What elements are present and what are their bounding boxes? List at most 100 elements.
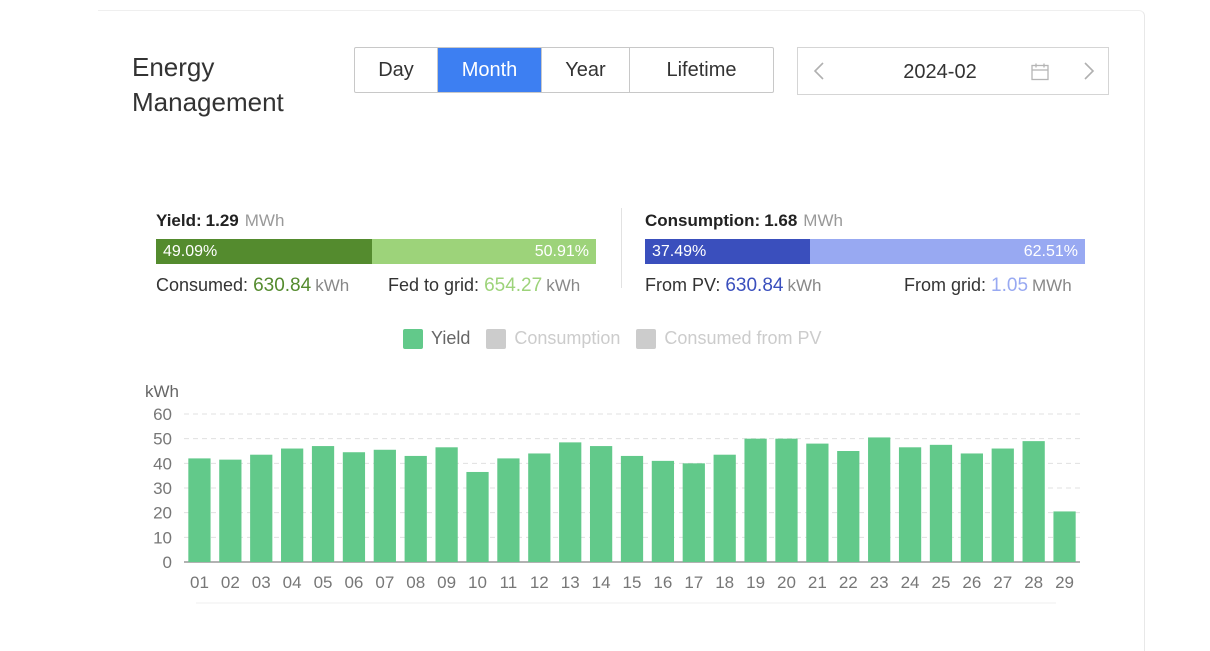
bar-05 [311,446,335,562]
x-tick-label: 06 [344,573,363,592]
yield-consumed-label: Consumed: [156,275,249,295]
legend-swatch [636,328,657,349]
bar-14 [589,446,613,562]
consumption-pv-value: 630.84 [725,275,784,296]
bar-17 [682,463,705,562]
bar-19 [744,438,767,562]
legend-label: Consumption [514,328,621,348]
x-tick-label: 17 [684,573,703,592]
tab-day[interactable]: Day [355,48,438,92]
divider [621,208,622,288]
page-title: Energy Management [132,52,284,117]
bar-25 [929,444,953,562]
bar-04 [281,448,304,562]
date-picker[interactable]: 2024-02 [797,47,1109,95]
yield-consumed-value: 630.84 [253,275,312,296]
y-tick-label: 20 [153,504,172,523]
y-axis-label: kWh [145,382,179,401]
bar-26 [960,453,983,562]
bar-12 [528,453,551,562]
consumption-label: Consumption: [645,211,761,230]
bar-01 [188,458,211,562]
consumption-pv-segment: 37.49% [645,239,810,264]
consumption-stat: Consumption: 1.68 MWh [645,211,843,231]
bar-11 [497,458,520,562]
legend-item-consumption[interactable]: Consumption [486,328,620,349]
legend-item-yield[interactable]: Yield [403,328,470,349]
yield-consumed-unit: kWh [315,276,350,295]
bar-13 [559,442,582,562]
x-tick-label: 08 [406,573,425,592]
legend-item-consumed-from-pv[interactable]: Consumed from PV [636,328,821,349]
consumption-grid-unit: MWh [1032,276,1072,295]
x-tick-label: 22 [839,573,858,592]
x-tick-label: 23 [870,573,889,592]
y-tick-label: 30 [153,479,172,498]
x-tick-label: 11 [500,573,518,592]
consumption-pv-unit: kWh [787,276,822,295]
consumption-grid-segment: 62.51% [809,239,1085,264]
card-panel [98,10,1145,651]
yield-bar-chart: kWh 0 10 20 30 40 50 60 01 02 03 04 05 06 07 08 09 10 11 12… [145,382,1080,604]
tab-year[interactable]: Year [542,48,630,92]
x-tick-label: 18 [715,573,734,592]
yield-fed-label: Fed to grid: [388,275,480,295]
y-tick-label: 10 [153,528,172,547]
x-tick-label: 29 [1055,573,1074,592]
bar-28 [1022,441,1045,562]
x-tick-label: 27 [993,573,1012,592]
legend-swatch [486,328,507,349]
bar-07 [373,449,396,562]
bar-23 [868,437,891,562]
x-tick-label: 10 [468,573,487,592]
bar-06 [342,452,366,562]
yield-fed: Fed to grid: 654.27 kWh [388,275,580,297]
bar-10 [466,471,489,562]
consumption-grid-label: From grid: [904,275,987,295]
tab-lifetime[interactable]: Lifetime [666,58,737,81]
consumption-grid-value: 1.05 [991,275,1029,296]
x-tick-label: 05 [314,573,333,592]
chevron-right-icon[interactable] [1080,60,1098,82]
x-tick-label: 07 [375,573,394,592]
x-tick-label: 24 [901,573,920,592]
yield-fed-segment: 50.91% [371,239,596,264]
chart-legend: Yield Consumption Consumed from PV [403,328,821,349]
consumption-pv-label: From PV: [645,275,721,295]
x-tick-label: 20 [777,573,796,592]
y-tick-label: 40 [153,454,172,473]
yield-label: Yield: [156,211,202,230]
bar-16 [651,460,675,562]
x-tick-label: 21 [808,573,827,592]
chevron-left-icon[interactable] [810,60,828,82]
yield-stat: Yield: 1.29 MWh [156,211,284,231]
consumption-ratio-bar: 37.49% 62.51% [645,239,1085,264]
x-tick-label: 26 [962,573,981,592]
x-tick-label: 15 [623,573,642,592]
bar-03 [250,454,273,562]
yield-consumed: Consumed: 630.84 kWh [156,275,349,297]
bar-21 [806,443,829,562]
tab-month[interactable]: Month [438,48,542,92]
x-tick-label: 14 [592,573,611,592]
consumption-unit: MWh [803,211,843,230]
bar-18 [713,454,736,562]
x-tick-label: 01 [190,573,209,592]
consumption-value: 1.68 [764,211,798,230]
x-tick-label: 02 [221,573,240,592]
yield-consumed-segment: 49.09% [156,239,372,264]
bar-29 [1053,511,1076,562]
bar-20 [775,438,798,562]
x-tick-label: 09 [437,573,456,592]
x-tick-label: 13 [561,573,580,592]
calendar-icon[interactable] [1030,62,1050,82]
x-tick-label: 16 [653,573,672,592]
x-tick-label: 19 [746,573,765,592]
consumption-grid: From grid: 1.05 MWh [904,275,1072,297]
date-value[interactable]: 2024-02 [903,61,977,83]
x-tick-label: 25 [932,573,951,592]
legend-label: Yield [431,328,471,348]
bar-08 [404,455,427,562]
yield-ratio-bar: 49.09% 50.91% [156,239,596,264]
consumption-pv: From PV: 630.84 kWh [645,275,821,297]
